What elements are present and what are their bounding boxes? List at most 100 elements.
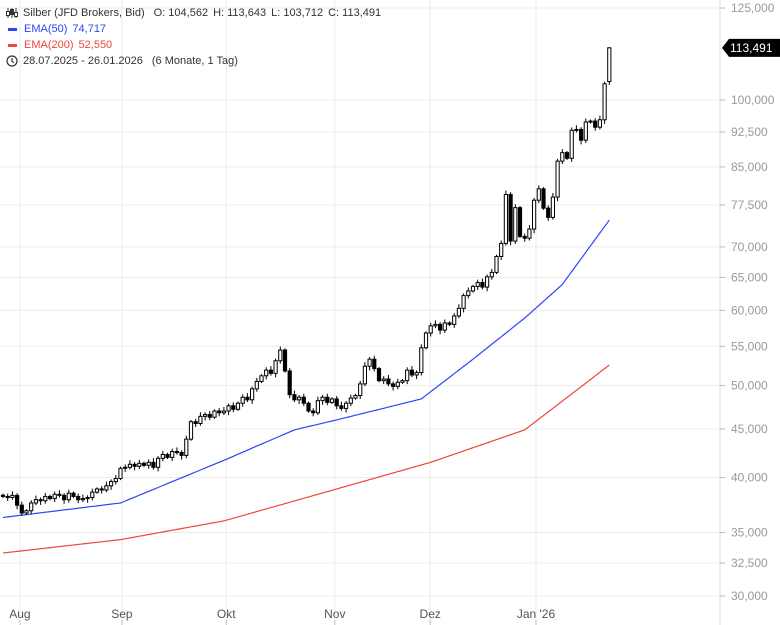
x-axis: Aug Sep Okt Nov Dez Jan '26 [9,607,555,625]
y-tick-label: 55,000 [731,339,768,353]
candle [353,393,358,400]
candle-body-up [602,83,607,121]
candle-body-up [353,395,358,399]
candle-body-up [550,196,555,218]
candle [90,488,95,501]
ema-lines [2,219,610,554]
candle-body-up [470,285,476,292]
ema50-value: 74,717 [72,23,107,35]
candle [306,401,311,413]
candles [0,47,612,516]
grid-lines [0,0,720,620]
candle-body-up [250,388,255,401]
candle-body-up [588,120,593,123]
candle-body-up [362,365,367,385]
candle [513,204,518,244]
candle [109,479,114,490]
candle-body-up [400,380,405,383]
y-tick-label: 65,000 [731,270,768,284]
candle-body-up [278,349,283,362]
candle-body-up [94,488,100,493]
candle-body-up [414,372,419,376]
candle [564,150,570,160]
candle-body-up [560,152,565,162]
candle [320,394,325,405]
candle [607,47,612,85]
candle-body-down [47,495,53,500]
candle-body-up [297,396,302,401]
candle-body-down [245,396,250,401]
candle-body-down [268,369,273,374]
candle-body-up [29,502,34,512]
candle-body-down [438,323,443,331]
candle-body-down [517,207,523,237]
last-price-label: 113,491 [730,41,773,55]
candle [311,408,316,417]
candle [517,206,523,239]
candle-body-up [212,410,217,418]
candle-body-up [381,378,386,382]
candle-body-down [579,128,584,141]
candle-body-up [569,129,574,159]
candle [217,408,222,417]
candle [405,367,410,385]
ema200-value: 52,550 [78,39,113,51]
x-tick-label: Nov [324,607,345,621]
candle [212,409,217,419]
candle-body-up [532,199,537,230]
candle [146,459,151,469]
candle [508,192,513,246]
candle-body-down [325,396,330,403]
candle [151,458,156,470]
candle-body-down [311,410,316,414]
candle [76,493,81,504]
candle [118,466,123,481]
candle [315,396,320,416]
candle [579,127,584,145]
candle-body-down [564,152,570,159]
clock-icon [6,55,18,67]
candle-body-up [461,295,466,309]
candle-body-up [456,307,461,317]
candle [85,495,90,503]
candle [287,368,292,399]
candle-body-up [198,415,203,424]
candle [386,374,391,387]
last-price-badge: 113,491 [722,38,780,57]
candle-body-down [207,414,212,418]
candle [494,254,499,275]
y-tick-label: 85,000 [731,160,768,174]
candle-body-down [391,383,396,387]
y-tick-label: 70,000 [731,240,768,254]
candle [522,233,527,242]
candle-body-up [90,491,95,499]
ema200-line [2,364,610,554]
candle [10,491,15,500]
candle-body-up [259,375,264,382]
candle-body-up [170,451,175,458]
candle-body-up [405,369,410,382]
y-tick-label: 125,000 [731,1,775,15]
candle [57,490,62,498]
candle-body-up [329,398,335,403]
candle [259,374,264,384]
candle-body-down [339,405,344,409]
candle-body-down [480,282,485,288]
candle [184,435,189,459]
candle [414,370,419,380]
candle-body-up [188,421,194,440]
candle [372,355,377,372]
candle-body-down [386,378,391,385]
candle-body-up [235,402,241,410]
ohlc-open: O: 104,562 [153,7,209,19]
candle [188,420,194,441]
x-tick-label: Aug [9,607,30,621]
candle [5,493,10,502]
candle-body-up [184,438,189,456]
candle [99,486,104,494]
candle [226,403,231,416]
ema200-label: EMA(200) [24,39,74,51]
candle-body-up [419,347,424,374]
candle-body-up [583,121,588,141]
